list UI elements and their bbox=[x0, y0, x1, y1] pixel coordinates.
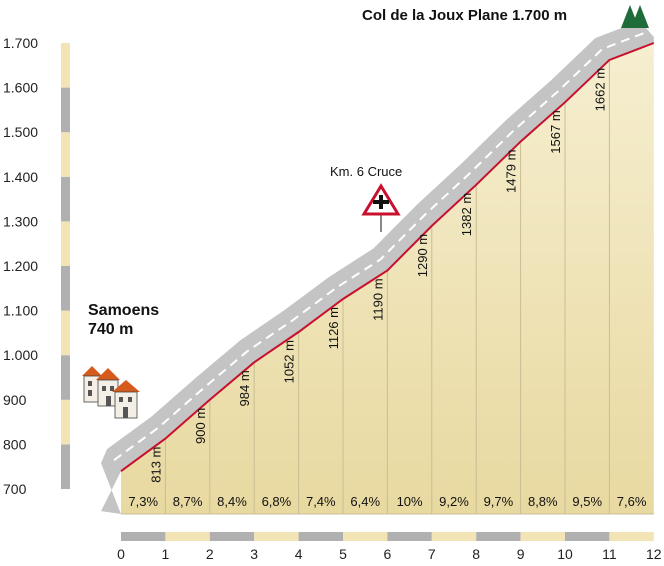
y-tick-label: 800 bbox=[3, 436, 27, 452]
gradient-label: 7,4% bbox=[306, 494, 336, 509]
x-axis-segment bbox=[520, 532, 565, 541]
profile-line bbox=[120, 42, 655, 472]
y-tick-label: 1.600 bbox=[3, 80, 38, 96]
gradient-label: 10% bbox=[397, 494, 423, 509]
y-axis-segment bbox=[61, 444, 70, 489]
x-tick-label: 10 bbox=[557, 546, 573, 562]
gradient-label: 8,4% bbox=[217, 494, 247, 509]
altitude-label: 1126 m bbox=[326, 307, 341, 349]
x-tick-label: 0 bbox=[117, 546, 125, 562]
y-axis-segment bbox=[61, 266, 70, 311]
gradient-label: 6,4% bbox=[350, 494, 380, 509]
gradient-label: 6,8% bbox=[262, 494, 292, 509]
x-tick-label: 6 bbox=[384, 546, 392, 562]
x-tick-label: 2 bbox=[206, 546, 214, 562]
x-axis-segment bbox=[298, 532, 343, 541]
y-tick-label: 1.400 bbox=[3, 169, 38, 185]
x-tick-label: 7 bbox=[428, 546, 436, 562]
x-axis-segment bbox=[254, 532, 299, 541]
altitude-label: 1479 m bbox=[504, 150, 519, 193]
x-tick-label: 5 bbox=[339, 546, 347, 562]
y-tick-label: 1.100 bbox=[3, 303, 38, 319]
x-axis-segment bbox=[343, 532, 388, 541]
x-axis-segment bbox=[476, 532, 521, 541]
start-location-name: Samoens bbox=[88, 302, 159, 319]
altitude-labels: 813 m 900 m 984 m 1052 m 1126 m 1190 m 1290 m 1… bbox=[148, 68, 607, 483]
gradient-label: 8,7% bbox=[173, 494, 203, 509]
altitude-label: 1662 m bbox=[592, 68, 607, 111]
altitude-label: 984 m bbox=[237, 370, 252, 406]
annotation-label: Km. 6 Cruce bbox=[330, 164, 402, 179]
y-tick-label: 900 bbox=[3, 392, 27, 408]
x-axis-segment bbox=[431, 532, 477, 541]
km-dividers bbox=[121, 59, 654, 515]
y-tick-label: 1.300 bbox=[3, 213, 38, 229]
x-tick-label: 11 bbox=[602, 546, 617, 562]
gradient-label: 7,6% bbox=[617, 494, 647, 509]
y-axis-segment bbox=[61, 221, 70, 266]
y-axis-labels: 700 800 900 1.000 1.100 1.200 1.300 1.400 1.500 1… bbox=[3, 35, 38, 497]
mountain-peaks-icon bbox=[621, 5, 649, 28]
y-axis-segment bbox=[61, 399, 70, 445]
x-axis-segment bbox=[565, 532, 610, 541]
y-axis-segment bbox=[61, 355, 70, 400]
altitude-label: 1190 m bbox=[370, 278, 385, 320]
x-tick-label: 8 bbox=[472, 546, 480, 562]
gradient-label: 9,5% bbox=[572, 494, 602, 509]
y-tick-label: 1.200 bbox=[3, 258, 38, 274]
crossroads-sign-icon bbox=[361, 183, 401, 232]
y-axis-segment bbox=[61, 132, 70, 177]
gradient-label: 9,7% bbox=[484, 494, 514, 509]
village-houses-icon bbox=[82, 366, 140, 419]
y-axis-segment bbox=[61, 43, 70, 88]
y-axis-segment bbox=[61, 310, 70, 356]
altitude-label: 1567 m bbox=[548, 110, 563, 153]
y-tick-label: 700 bbox=[3, 481, 27, 497]
gradient-label: 9,2% bbox=[439, 494, 469, 509]
x-tick-label: 4 bbox=[295, 546, 303, 562]
y-axis-segment bbox=[61, 87, 70, 133]
x-tick-label: 3 bbox=[250, 546, 258, 562]
x-axis-segment bbox=[387, 532, 432, 541]
altitude-label: 900 m bbox=[193, 408, 208, 444]
x-tick-label: 1 bbox=[162, 546, 170, 562]
x-axis-segment bbox=[209, 532, 255, 541]
altitude-label: 813 m bbox=[148, 447, 163, 483]
road-band bbox=[101, 21, 654, 514]
y-tick-label: 1.500 bbox=[3, 124, 38, 140]
x-axis-segment bbox=[121, 532, 166, 541]
gradient-label: 7,3% bbox=[128, 494, 158, 509]
gradient-labels: 7,3% 8,7% 8,4% 6,8% 7,4% 6,4% 10% 9,2% 9,7% 8,8% 9… bbox=[128, 494, 646, 509]
x-tick-label: 12 bbox=[646, 546, 662, 562]
gradient-label: 8,8% bbox=[528, 494, 558, 509]
x-axis-labels: 0 1 2 3 4 5 6 7 8 9 10 11 12 bbox=[117, 546, 662, 562]
x-axis-segment bbox=[609, 532, 654, 541]
altitude-label: 1382 m bbox=[459, 193, 474, 236]
y-tick-label: 1.700 bbox=[3, 35, 38, 51]
altitude-label: 1290 m bbox=[415, 234, 430, 277]
x-axis-segment bbox=[165, 532, 210, 541]
y-axis-segment bbox=[61, 176, 70, 222]
altitude-label: 1052 m bbox=[282, 340, 297, 383]
road-centerline bbox=[113, 31, 648, 461]
chart-title: Col de la Joux Plane 1.700 m bbox=[362, 7, 567, 24]
x-axis-bar bbox=[121, 532, 654, 541]
x-tick-label: 9 bbox=[517, 546, 525, 562]
y-axis-bar bbox=[61, 43, 70, 489]
start-altitude: 740 m bbox=[88, 321, 133, 338]
y-tick-label: 1.000 bbox=[3, 347, 38, 363]
